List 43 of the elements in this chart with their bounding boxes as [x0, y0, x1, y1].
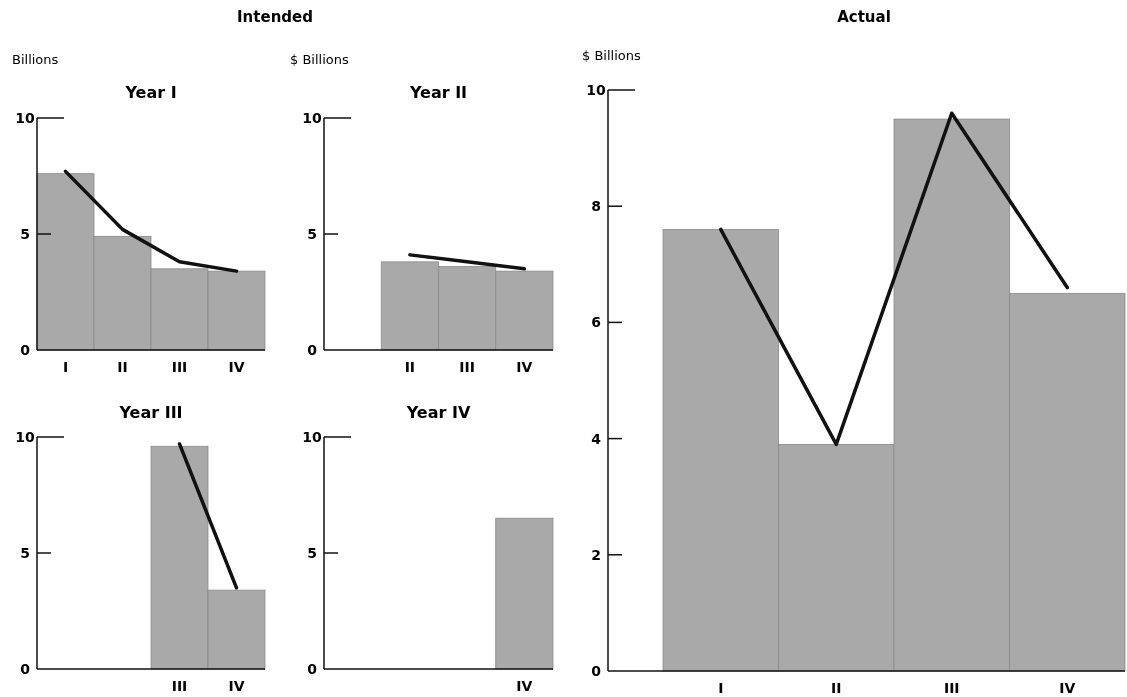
y-tick-label: 6	[591, 314, 601, 331]
chart-title: Year III	[118, 403, 183, 422]
x-tick-label: IV	[228, 678, 245, 694]
x-tick-label: IV	[1059, 680, 1076, 696]
y-tick-label: 10	[302, 109, 322, 126]
x-tick-label: III	[171, 678, 188, 694]
text: Intended	[237, 8, 313, 26]
x-tick-label: II	[117, 359, 128, 375]
y-tick-label: 10	[15, 109, 35, 126]
x-tick-label: III	[943, 680, 960, 696]
x-tick-label: I	[718, 680, 724, 696]
chart-title: Actual	[837, 8, 891, 26]
x-tick-label: III	[171, 359, 188, 375]
y-tick-label: 8	[591, 198, 601, 215]
x-tick-label: I	[62, 359, 69, 375]
y-axis-title: Billions	[12, 52, 59, 67]
x-tick-label: IV	[516, 359, 533, 375]
y-tick-label: 2	[591, 546, 601, 563]
y-tick-label: 0	[20, 341, 31, 358]
y-tick-label: 5	[307, 225, 317, 242]
y-tick-label: 10	[302, 428, 322, 445]
y-tick-label: 5	[20, 225, 30, 242]
y-tick-label: 5	[307, 544, 317, 561]
y-tick-label: 5	[20, 544, 30, 561]
x-tick-label: IV	[228, 359, 245, 375]
line-series	[63, 169, 239, 273]
x-tick-label: II	[404, 359, 416, 375]
y-tick-label: 0	[20, 660, 31, 677]
x-tick-label: IV	[516, 678, 533, 694]
y-tick-label: 0	[307, 660, 318, 677]
y-tick-label: 0	[307, 341, 318, 358]
y-axis-title: $ Billions	[582, 48, 641, 63]
y-axis-title: $ Billions	[290, 52, 349, 67]
chart-title: Year IV	[405, 403, 471, 422]
y-tick-label: 10	[586, 81, 606, 98]
x-tick-label: III	[459, 359, 475, 375]
y-tick-label: 0	[591, 662, 602, 679]
y-tick-label: 4	[591, 430, 602, 447]
chart-title: Year I	[124, 83, 177, 102]
x-tick-label: II	[831, 680, 842, 696]
chart-title: Year II	[408, 83, 468, 102]
y-tick-label: 10	[15, 428, 35, 445]
line-series	[719, 111, 1069, 447]
